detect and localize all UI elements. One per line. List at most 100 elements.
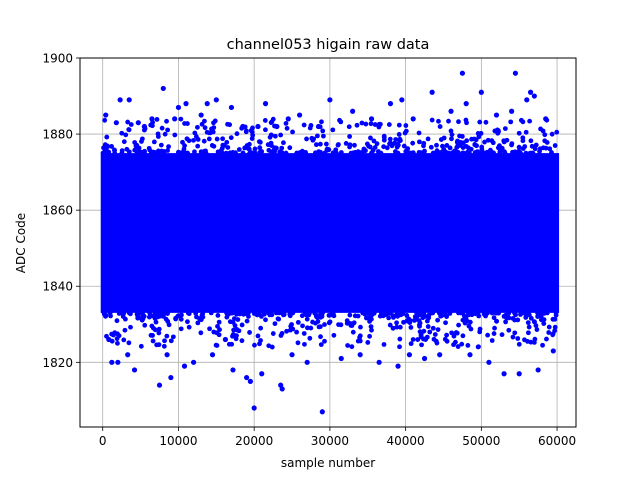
data-point bbox=[444, 332, 450, 338]
outlier-point bbox=[285, 116, 291, 122]
data-point bbox=[357, 338, 363, 344]
data-point bbox=[317, 324, 323, 330]
data-point bbox=[162, 131, 168, 137]
data-point bbox=[474, 143, 479, 149]
x-tick-label: 10000 bbox=[159, 434, 197, 448]
data-point bbox=[115, 331, 120, 337]
data-point bbox=[546, 330, 552, 335]
data-point bbox=[347, 134, 353, 139]
data-point bbox=[221, 142, 227, 148]
data-point bbox=[224, 314, 230, 320]
data-point bbox=[257, 310, 262, 316]
data-point bbox=[483, 119, 489, 125]
data-point bbox=[195, 143, 201, 149]
data-point bbox=[214, 136, 220, 142]
data-point bbox=[516, 130, 522, 136]
data-point bbox=[239, 322, 245, 328]
data-point bbox=[161, 343, 167, 349]
data-point bbox=[462, 320, 468, 326]
data-point bbox=[397, 138, 403, 144]
data-point bbox=[386, 315, 392, 321]
data-point bbox=[396, 132, 402, 137]
data-point bbox=[185, 319, 190, 325]
data-point bbox=[172, 132, 178, 138]
data-point bbox=[350, 329, 356, 335]
data-point bbox=[287, 327, 293, 333]
data-point bbox=[140, 312, 146, 317]
data-point bbox=[304, 316, 310, 322]
data-point bbox=[460, 145, 466, 150]
data-point bbox=[365, 340, 371, 345]
data-point bbox=[513, 312, 518, 318]
data-point bbox=[126, 127, 132, 133]
data-point bbox=[153, 310, 159, 316]
data-point bbox=[502, 313, 508, 319]
outlier-point bbox=[262, 101, 269, 107]
data-point bbox=[503, 319, 509, 325]
data-point bbox=[214, 343, 220, 348]
data-point bbox=[156, 326, 162, 332]
data-point bbox=[516, 144, 522, 150]
data-point bbox=[345, 343, 351, 348]
data-point bbox=[194, 314, 199, 320]
data-point bbox=[381, 144, 387, 150]
data-point bbox=[263, 317, 268, 323]
data-point bbox=[150, 338, 156, 344]
data-point bbox=[550, 332, 556, 338]
data-point bbox=[436, 310, 442, 316]
data-point bbox=[447, 311, 453, 316]
outlier-point bbox=[168, 374, 174, 381]
data-point bbox=[252, 146, 258, 152]
data-point bbox=[387, 136, 393, 142]
data-point bbox=[401, 143, 407, 149]
data-point bbox=[518, 150, 523, 156]
data-point bbox=[322, 338, 327, 344]
data-point bbox=[428, 144, 434, 150]
outlier-point bbox=[251, 405, 257, 411]
outlier-point bbox=[240, 123, 246, 130]
data-point bbox=[159, 125, 165, 131]
data-point bbox=[460, 310, 466, 316]
data-point bbox=[281, 140, 286, 146]
data-point bbox=[441, 146, 447, 152]
data-point bbox=[164, 333, 170, 339]
data-point bbox=[230, 333, 235, 339]
data-point bbox=[308, 325, 314, 331]
outlier-point bbox=[448, 108, 454, 114]
data-point bbox=[310, 137, 316, 143]
data-point bbox=[393, 137, 399, 142]
outlier-point bbox=[543, 116, 549, 122]
outlier-point bbox=[524, 97, 530, 103]
outlier-point bbox=[141, 123, 147, 130]
outlier-point bbox=[535, 367, 541, 373]
data-point bbox=[477, 119, 483, 125]
data-point bbox=[301, 331, 307, 336]
data-point bbox=[126, 340, 132, 346]
data-point bbox=[158, 311, 164, 317]
data-point bbox=[279, 145, 285, 151]
data-point bbox=[134, 144, 140, 150]
data-point bbox=[508, 119, 514, 125]
x-tick-label: 0 bbox=[99, 434, 107, 448]
data-point bbox=[433, 338, 439, 344]
data-point bbox=[296, 150, 302, 156]
data-point bbox=[535, 314, 541, 319]
data-point bbox=[225, 121, 230, 127]
data-point bbox=[346, 124, 352, 130]
data-point bbox=[195, 137, 201, 142]
data-point bbox=[494, 310, 500, 316]
data-point bbox=[270, 149, 276, 155]
data-point bbox=[269, 344, 275, 350]
data-point bbox=[336, 322, 341, 328]
data-point bbox=[227, 319, 233, 325]
data-point bbox=[201, 138, 207, 144]
data-point bbox=[326, 147, 332, 153]
data-point bbox=[257, 139, 263, 145]
data-point bbox=[387, 322, 393, 328]
data-point bbox=[183, 150, 188, 156]
data-point bbox=[354, 122, 360, 128]
data-point bbox=[540, 128, 546, 134]
data-point bbox=[454, 330, 460, 336]
outlier-point bbox=[387, 101, 394, 107]
data-point bbox=[225, 145, 231, 150]
